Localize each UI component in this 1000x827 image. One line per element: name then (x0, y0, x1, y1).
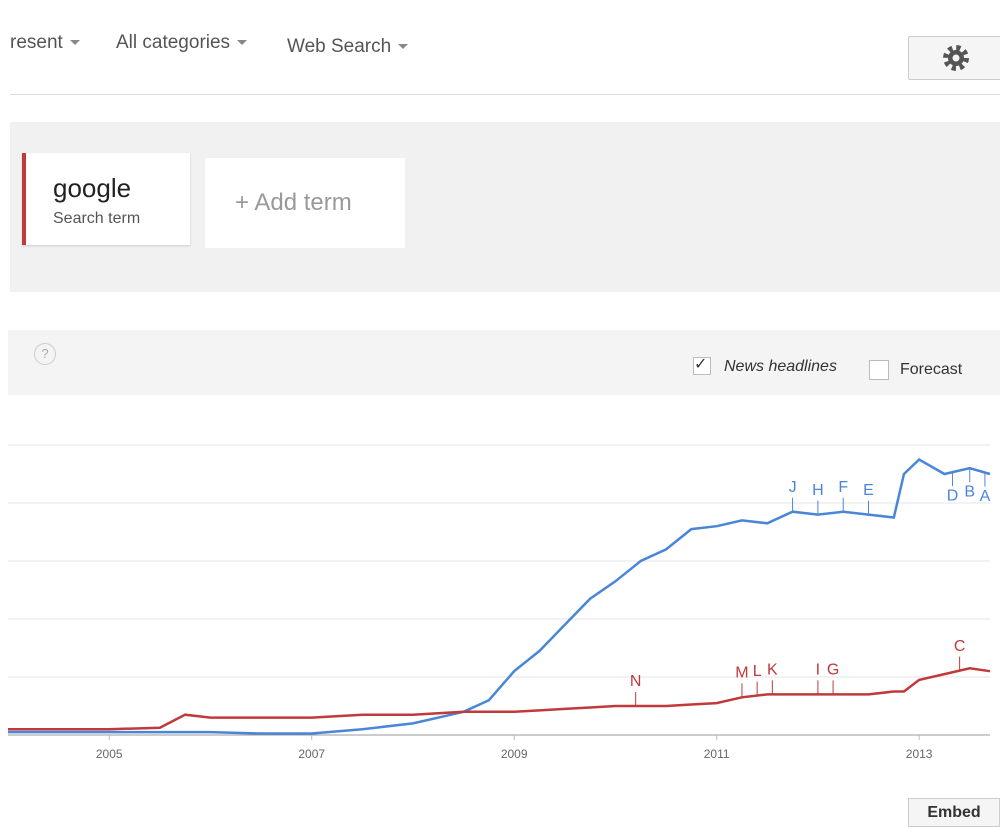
series-line (8, 457, 991, 735)
annotation-label: F (838, 479, 848, 496)
news-checkbox[interactable]: ✓ (693, 357, 711, 375)
annotation-label: G (827, 662, 839, 679)
property-dropdown[interactable]: Web Search (287, 36, 408, 58)
add-term-card[interactable]: + Add term (205, 158, 405, 248)
annotation-label: E (863, 482, 874, 499)
x-tick-label: 2009 (501, 747, 528, 761)
help-icon[interactable]: ? (34, 343, 56, 365)
annotation-label: C (954, 638, 966, 655)
term-card[interactable]: google Search term (22, 153, 190, 245)
term-name: google (53, 173, 132, 203)
x-tick-label: 2013 (906, 747, 933, 761)
x-tick-label: 2011 (704, 747, 730, 761)
series-line (8, 667, 991, 731)
annotation-label: I (816, 662, 820, 679)
x-tick-label: 2005 (96, 747, 123, 761)
annotation-label: A (980, 488, 991, 505)
news-label: News headlines (724, 358, 837, 375)
annotation-label: D (947, 487, 959, 504)
forecast-checkbox[interactable] (869, 360, 889, 380)
time-dropdown[interactable]: resent (10, 32, 80, 54)
options-bar (8, 330, 1000, 395)
annotation-label: B (964, 483, 975, 500)
annotation-label: K (767, 662, 778, 679)
embed-button[interactable]: Embed (908, 798, 1000, 827)
divider (10, 94, 1000, 95)
annotation-label: N (630, 673, 642, 690)
category-dropdown[interactable]: All categories (116, 32, 247, 54)
annotation-label: H (812, 482, 824, 499)
forecast-label: Forecast (900, 361, 963, 378)
annotation-label: L (753, 663, 762, 680)
term-kind: Search term (53, 210, 141, 227)
settings-button[interactable] (908, 36, 1000, 80)
add-term: + Add term (235, 189, 352, 216)
gear-icon (943, 45, 969, 71)
annotation-label: J (789, 479, 797, 496)
x-tick-label: 2007 (298, 747, 325, 761)
annotation-label: M (735, 665, 748, 682)
